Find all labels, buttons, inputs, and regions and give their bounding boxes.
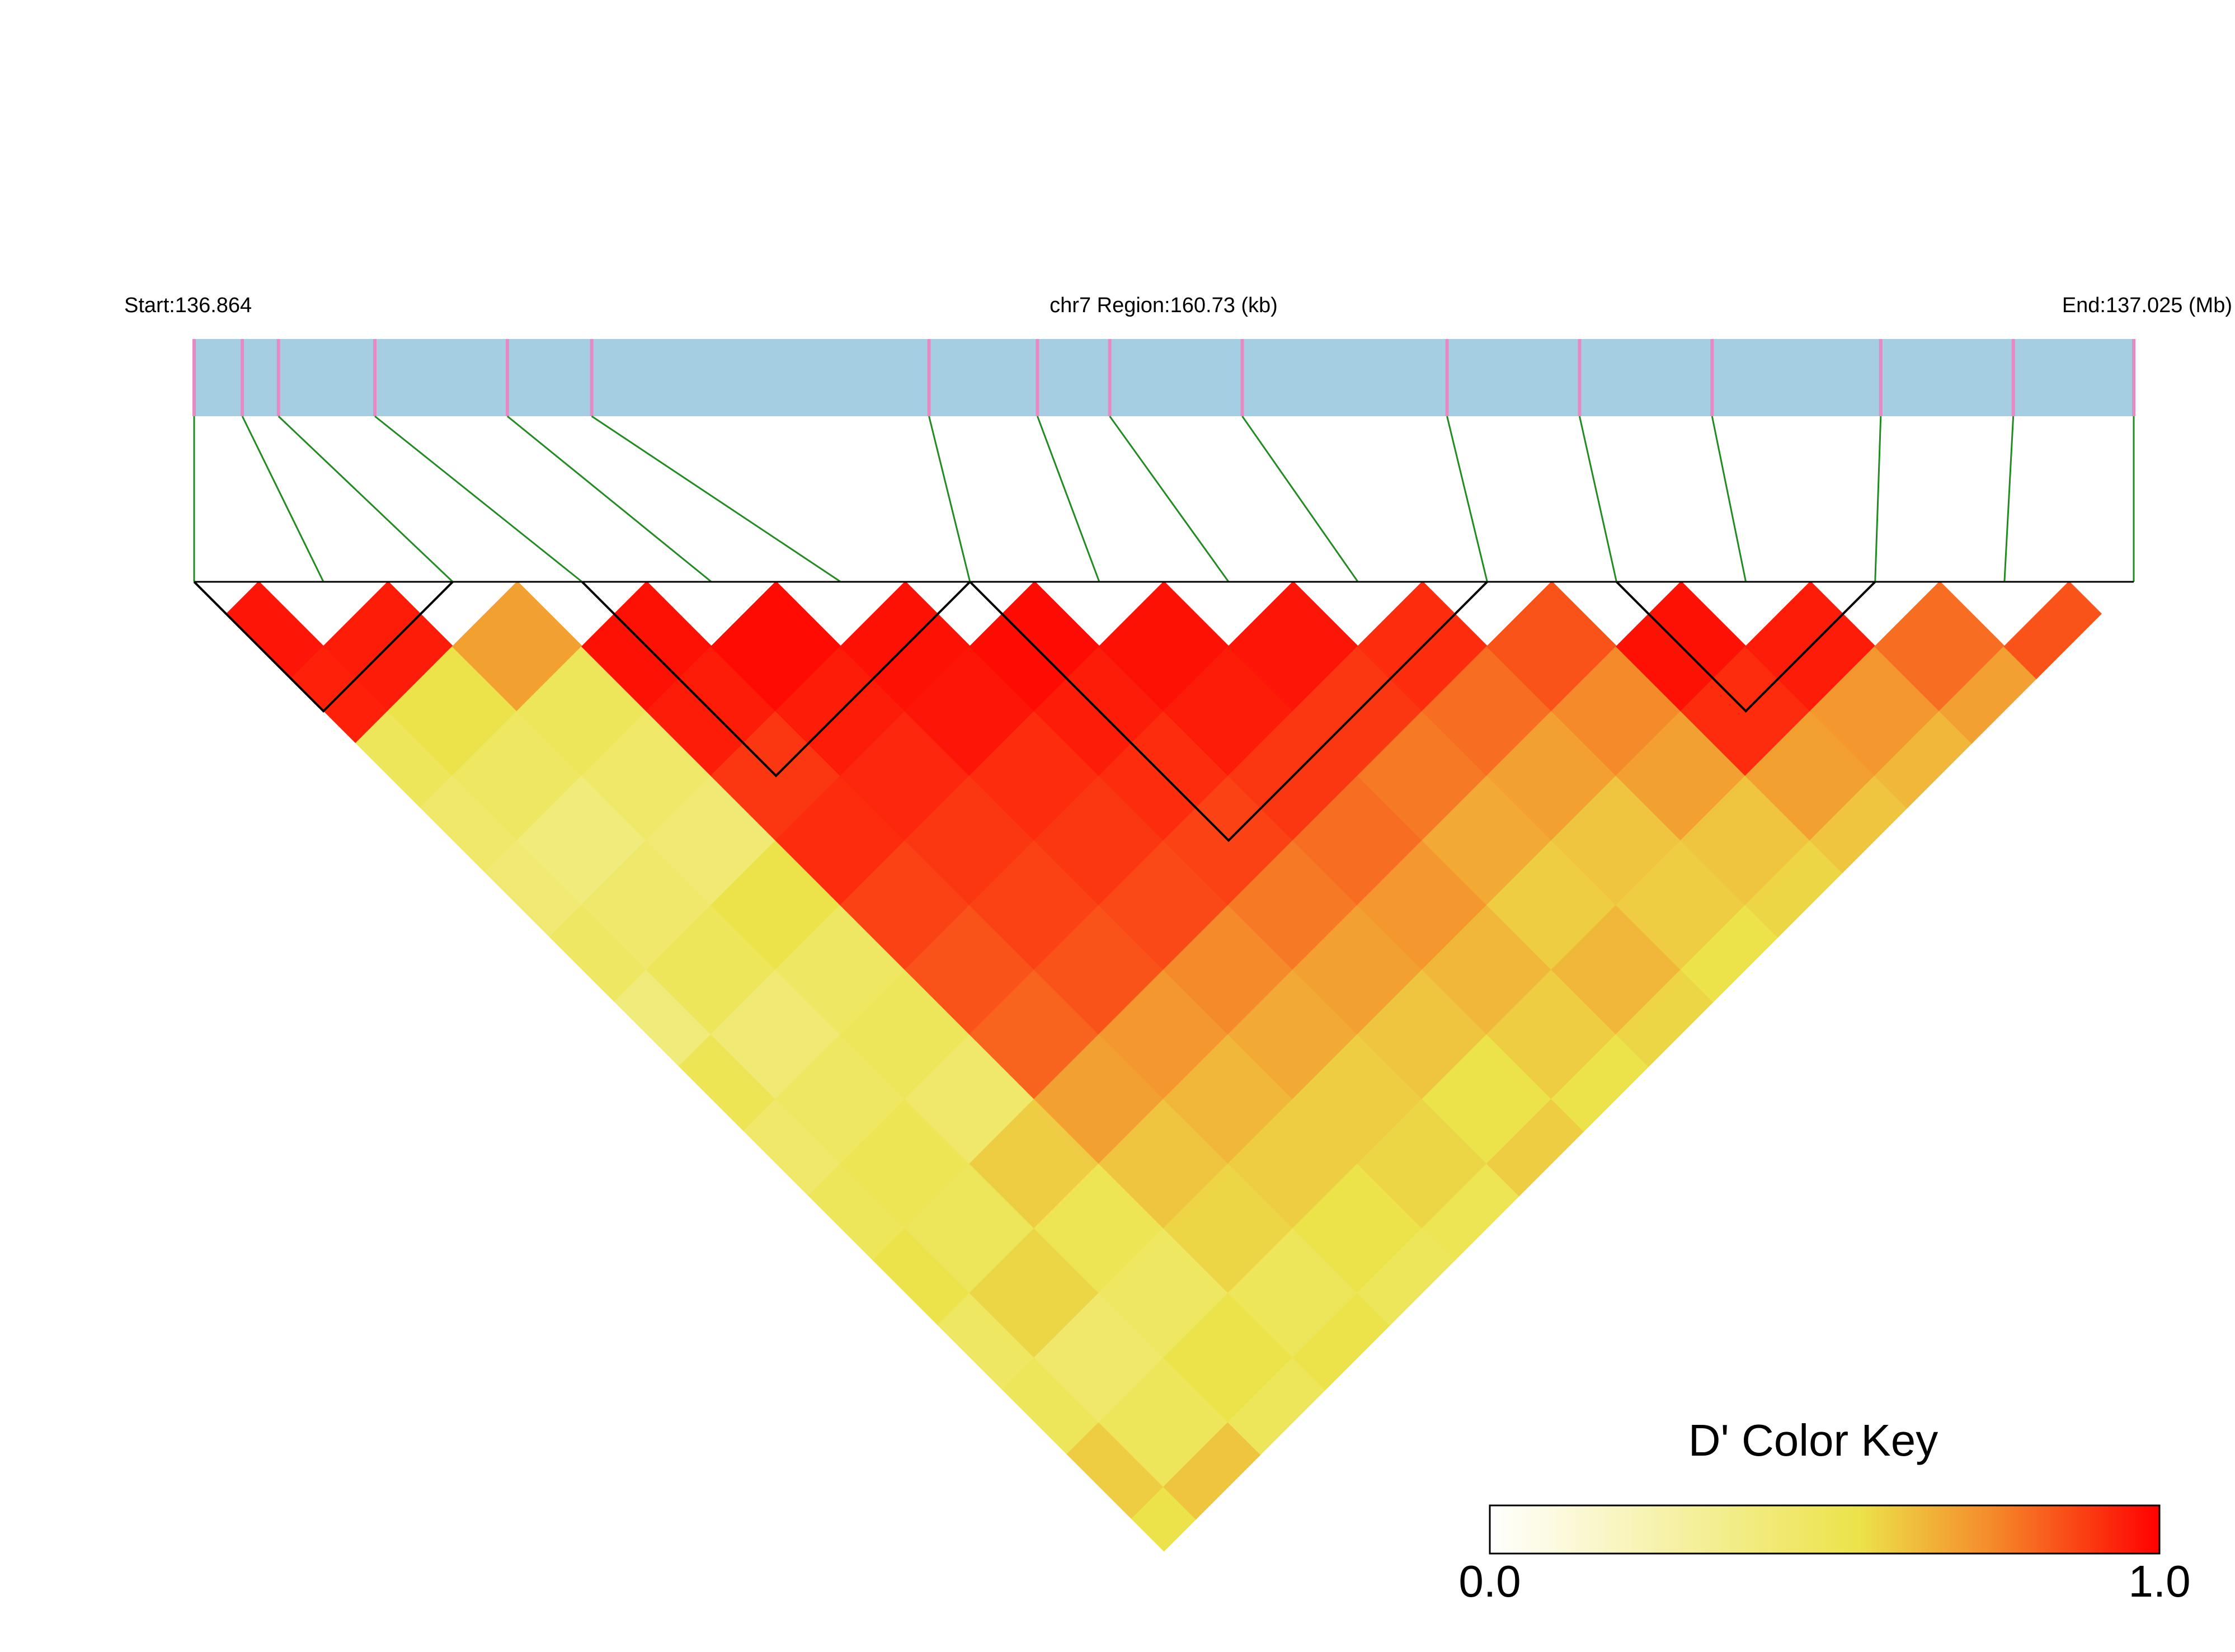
- snp-connector: [1578, 416, 1617, 582]
- snp-connector: [591, 415, 841, 583]
- chart-title: chr7 Region:160.73 (kb): [1050, 294, 1278, 317]
- snp-connector: [1109, 416, 1230, 582]
- snp-connector: [374, 415, 583, 583]
- ld-block: [1616, 581, 1876, 713]
- snp-bar: [194, 339, 2134, 416]
- snp-connector: [1036, 416, 1100, 582]
- colorkey-tick-label: 0.0: [1458, 1556, 1521, 1606]
- snp-connector: [506, 415, 712, 583]
- colorkey-bar: [1489, 1504, 2161, 1555]
- snp-connector: [1711, 416, 1747, 582]
- snp-connector: [928, 416, 971, 582]
- colorkey-title: D' Color Key: [1688, 1415, 1938, 1465]
- snp-connector: [1241, 416, 1359, 582]
- end-label: End:137.025 (Mb): [2062, 294, 2232, 317]
- snp-connector: [1446, 416, 1488, 582]
- snp-connector: [1874, 416, 1882, 582]
- ld-block: [193, 581, 454, 713]
- snp-connector: [241, 416, 324, 582]
- snp-connector: [2003, 416, 2015, 582]
- ld-block: [581, 581, 971, 778]
- start-label: Start:136.864: [124, 294, 252, 317]
- colorkey-tick-label: 1.0: [2128, 1556, 2190, 1606]
- ld-block: [969, 581, 1488, 843]
- snp-connector: [277, 415, 454, 583]
